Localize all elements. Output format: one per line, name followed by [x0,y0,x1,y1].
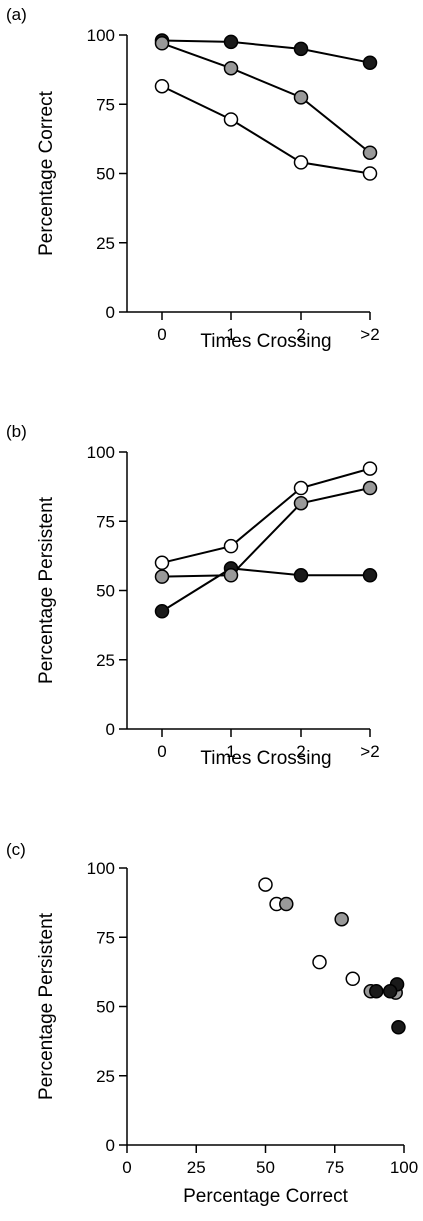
panel-a-x-axis-title: Times Crossing [200,331,331,352]
panel-b-series-3-point [293,480,309,496]
panel-c-series-3-point [345,971,361,987]
panel-c-y-tick-label: 50 [96,998,115,1017]
panel-c-series-3-point [312,954,327,970]
panel-a-y-tick-label: 0 [106,303,115,322]
panel-b-series-3-point [223,538,239,554]
panel-c-y-axis-title: Percentage Persistent [36,912,57,1100]
panel-b-y-tick-label: 25 [96,651,115,670]
panel-b-x-tick-label: 1 [226,742,235,761]
panel-c-x-axis-title: Percentage Correct [183,1186,348,1207]
panel-a-series-1-point [223,34,239,50]
panel-a-series-2-point [154,36,170,51]
panel-b-series-3-point [362,461,378,476]
panel-b-x-tick-label: >2 [360,742,379,761]
panel-b-series-1-point [293,568,309,583]
panel-a-x-tick-label: 2 [296,325,305,344]
panel-c-series-2-point [279,896,294,912]
panel-a-series-2-line [161,42,371,154]
panel-b-series-1-point [154,604,170,619]
panel-b-x-tick-label: 2 [296,742,305,761]
panel-b-series-2-point [223,568,239,583]
panel-a-x-tick-label: 1 [226,325,235,344]
panel-b-y-tick-label: 50 [96,582,115,601]
panel-a-y-tick-label: 100 [87,26,115,45]
panel-c-series-1-point [382,984,398,999]
panel-b-y-tick-label: 100 [87,443,115,462]
panel-b-x-tick-label: 0 [157,742,166,761]
panel-a-series-1-point [362,55,378,70]
panel-b-series-2-point [293,495,309,511]
panel-a-series-2-point [362,145,378,160]
panel-c-x-tick-label: 0 [122,1158,131,1177]
panel-a-y-axis-title: Percentage Correct [36,90,57,255]
panel-a-series-3-point [293,155,309,170]
panel-b-series-2-line [161,487,371,578]
panel-a-x-tick-label: >2 [360,325,379,344]
panel-b-series-3-line [161,467,371,564]
panel-b-x-axis-title: Times Crossing [200,748,331,769]
panel-c-series-1-point [369,984,384,999]
panel-c-y-tick-label: 25 [96,1067,115,1086]
panel-c-y-tick-label: 75 [96,928,115,947]
panel-a-label: (a) [6,5,27,24]
panel-a-series-1-line [161,39,371,64]
panel-b-y-tick-label: 0 [106,720,115,739]
panel-b-series-1-line [161,567,370,613]
panel-a-y-tick-label: 25 [96,234,115,253]
panel-a-series-3-point [223,112,239,127]
panel-a-series-3-point [154,78,170,94]
panel-a-series-2-point [293,90,309,105]
panel-c-x-tick-label: 25 [187,1158,206,1177]
panel-b-y-tick-label: 75 [96,512,115,531]
panel-c-x-tick-label: 100 [390,1158,418,1177]
panel-c-y-tick-label: 0 [106,1136,115,1155]
panel-c-label: (c) [6,840,26,859]
panel-a-series-3-point [362,166,378,181]
panel-c-series-2-point [334,911,349,927]
panel-b-series-3-point [154,555,170,571]
panel-a-x-tick-label: 0 [157,325,166,344]
panel-b-y-axis-title: Percentage Persistent [36,496,57,684]
panel-b-series-2-point [362,480,378,496]
panel-a-series-3-line [161,85,371,175]
panel-a-series-2-point [223,60,239,76]
panel-b-series-1-point [362,568,378,583]
panel-b-series-2-point [154,569,170,584]
panel-c-x-tick-label: 50 [256,1158,275,1177]
panel-a-y-tick-label: 75 [96,95,115,114]
panel-b-label: (b) [6,422,27,441]
panel-a-series-1-point [293,41,309,57]
panel-a-y-tick-label: 50 [96,165,115,184]
panel-c-series-1-point [391,1020,406,1035]
panel-c-x-tick-label: 75 [325,1158,344,1177]
panel-c-y-tick-label: 100 [87,859,115,878]
panel-c-series-3-point [258,877,273,892]
